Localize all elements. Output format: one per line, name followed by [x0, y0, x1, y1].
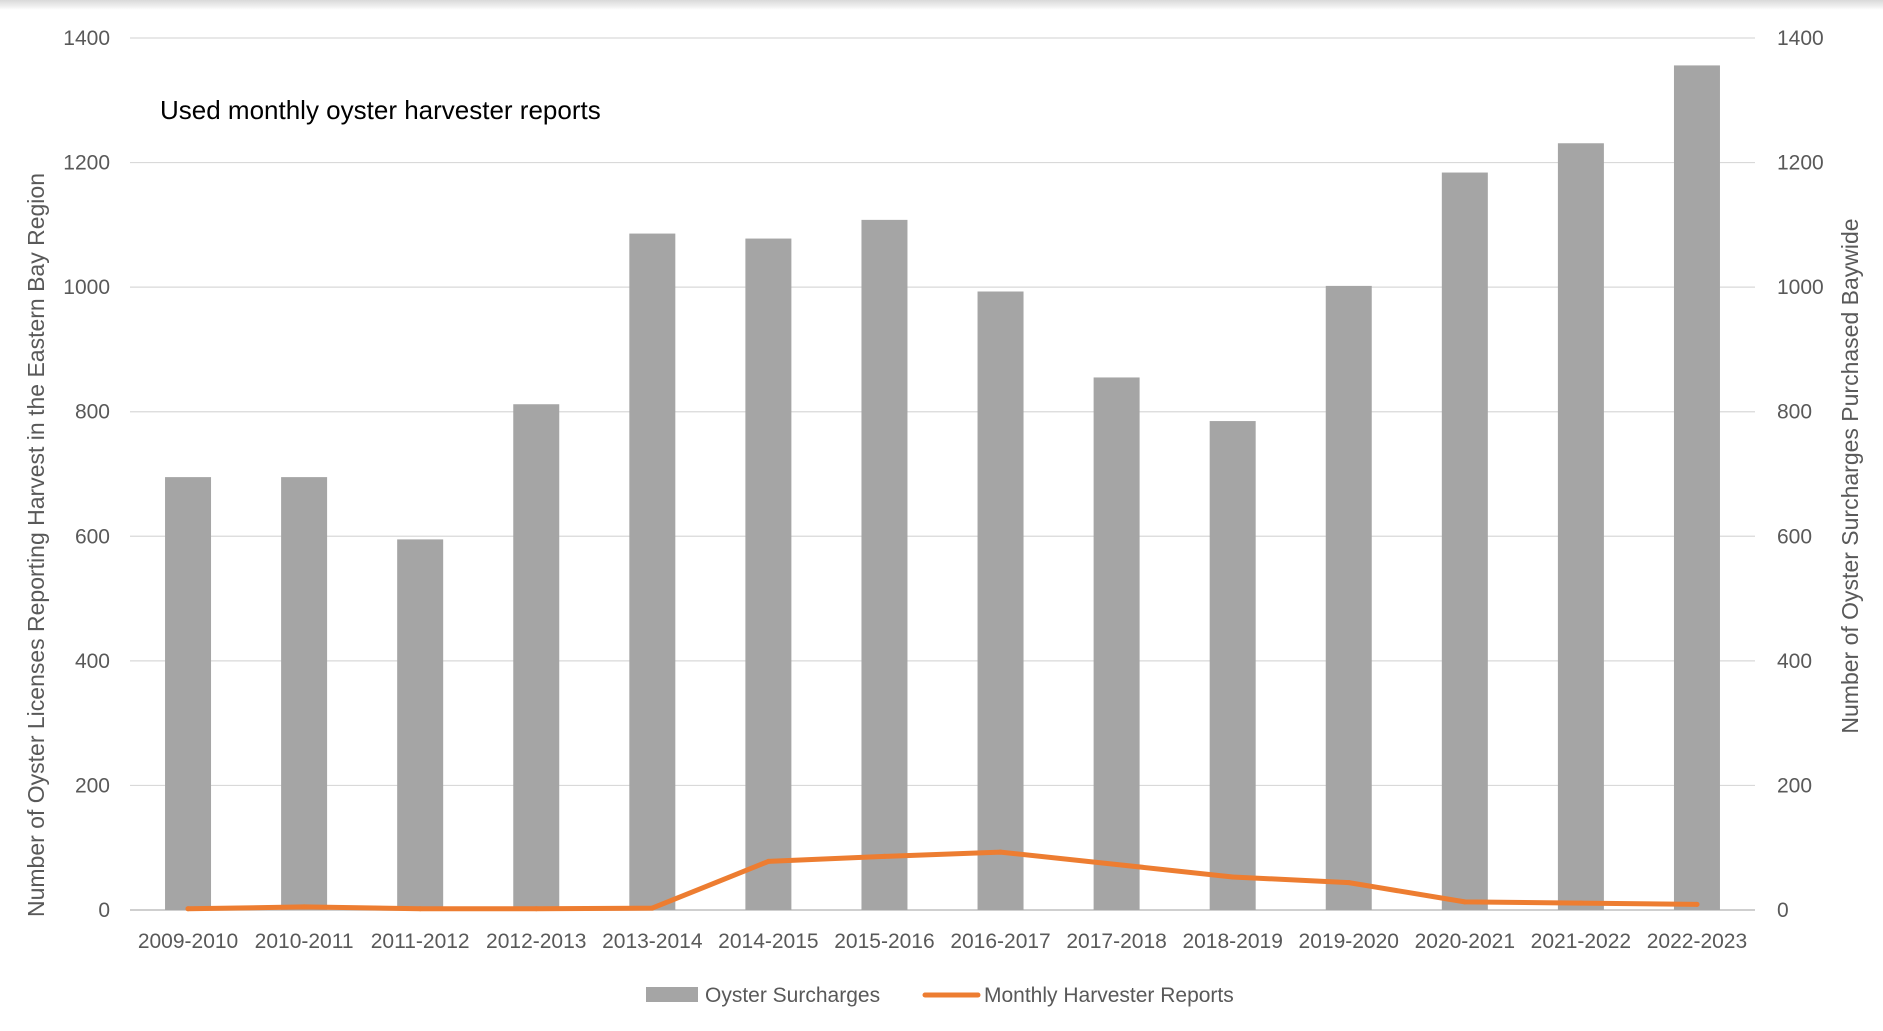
- legend-label-oyster-surcharges: Oyster Surcharges: [705, 984, 880, 1007]
- bar: [1441, 172, 1488, 911]
- x-tick-label: 2017-2018: [1066, 930, 1166, 953]
- bar: [629, 233, 676, 910]
- line-point: [185, 906, 191, 912]
- bar: [281, 477, 328, 910]
- x-tick-label: 2015-2016: [834, 930, 934, 953]
- x-axis-ticks: 2009-2010 2010-2011 2011-2012 2012-2013 2013…: [138, 930, 1747, 953]
- left-tick-label: 1000: [63, 276, 110, 299]
- legend: Oyster Surcharges Monthly Harvester Repo…: [646, 984, 1234, 1007]
- line-point: [998, 849, 1004, 855]
- x-tick-label: 2011-2012: [371, 930, 470, 953]
- line-point: [881, 853, 887, 859]
- bar: [745, 238, 792, 910]
- bar: [513, 404, 560, 910]
- line-point: [1230, 874, 1236, 880]
- x-tick-label: 2009-2010: [138, 930, 238, 953]
- line-point: [1346, 880, 1352, 886]
- gridlines: [130, 37, 1755, 911]
- line-point: [533, 906, 539, 912]
- x-tick-label: 2013-2014: [602, 930, 703, 953]
- line-series-monthly-harvester-reports: [185, 849, 1700, 912]
- line-point: [1694, 901, 1700, 907]
- bar: [977, 291, 1024, 910]
- right-tick-label: 600: [1777, 525, 1812, 548]
- right-tick-label: 1200: [1777, 152, 1824, 175]
- left-tick-label: 800: [75, 401, 110, 424]
- x-tick-label: 2016-2017: [950, 930, 1050, 953]
- right-tick-label: 200: [1777, 774, 1812, 797]
- right-tick-label: 1000: [1777, 276, 1824, 299]
- left-tick-label: 400: [75, 650, 110, 673]
- left-axis-title: Number of Oyster Licenses Reporting Harv…: [23, 173, 49, 917]
- window-top-edge: [0, 0, 1883, 10]
- x-tick-label: 2018-2019: [1182, 930, 1282, 953]
- left-tick-label: 1400: [63, 27, 110, 50]
- line-point: [301, 904, 307, 910]
- x-tick-label: 2019-2020: [1299, 930, 1399, 953]
- x-tick-label: 2014-2015: [718, 930, 818, 953]
- right-tick-label: 1400: [1777, 27, 1824, 50]
- bar: [1325, 285, 1372, 910]
- right-axis-ticks: 0 200 400 600 800 1000 1200 1400: [1777, 27, 1824, 922]
- x-tick-label: 2010-2011: [255, 930, 354, 953]
- right-tick-label: 800: [1777, 401, 1812, 424]
- chart-annotation: Used monthly oyster harvester reports: [160, 95, 601, 125]
- right-axis-title: Number of Oyster Surcharges Purchased Ba…: [1837, 218, 1863, 733]
- left-axis-ticks: 0 200 400 600 800 1000 1200 1400: [63, 27, 110, 922]
- x-tick-label: 2012-2013: [486, 930, 586, 953]
- line-point: [417, 906, 423, 912]
- line-point: [649, 905, 655, 911]
- line-path: [185, 849, 1700, 912]
- x-tick-label: 2020-2021: [1415, 930, 1515, 953]
- right-tick-label: 0: [1777, 899, 1789, 922]
- line-point: [1114, 862, 1120, 868]
- x-tick-label: 2021-2022: [1531, 930, 1631, 953]
- x-tick-label: 2022-2023: [1647, 930, 1747, 953]
- bar: [165, 477, 212, 910]
- right-tick-label: 400: [1777, 650, 1812, 673]
- legend-label-monthly-harvester-reports: Monthly Harvester Reports: [984, 984, 1234, 1007]
- line-point: [1462, 899, 1468, 905]
- bar: [1093, 377, 1140, 910]
- left-tick-label: 200: [75, 774, 110, 797]
- bar: [1209, 421, 1256, 910]
- line-point: [765, 858, 771, 864]
- legend-swatch-oyster-surcharges: [646, 987, 698, 1002]
- bar: [1673, 65, 1720, 911]
- bar: [1557, 143, 1604, 910]
- left-tick-label: 600: [75, 525, 110, 548]
- bar: [861, 219, 908, 911]
- left-tick-label: 1200: [63, 152, 110, 175]
- bar: [397, 539, 444, 910]
- left-tick-label: 0: [98, 899, 110, 922]
- bar-series-oyster-surcharges: [165, 65, 1720, 911]
- line-point: [1578, 900, 1584, 906]
